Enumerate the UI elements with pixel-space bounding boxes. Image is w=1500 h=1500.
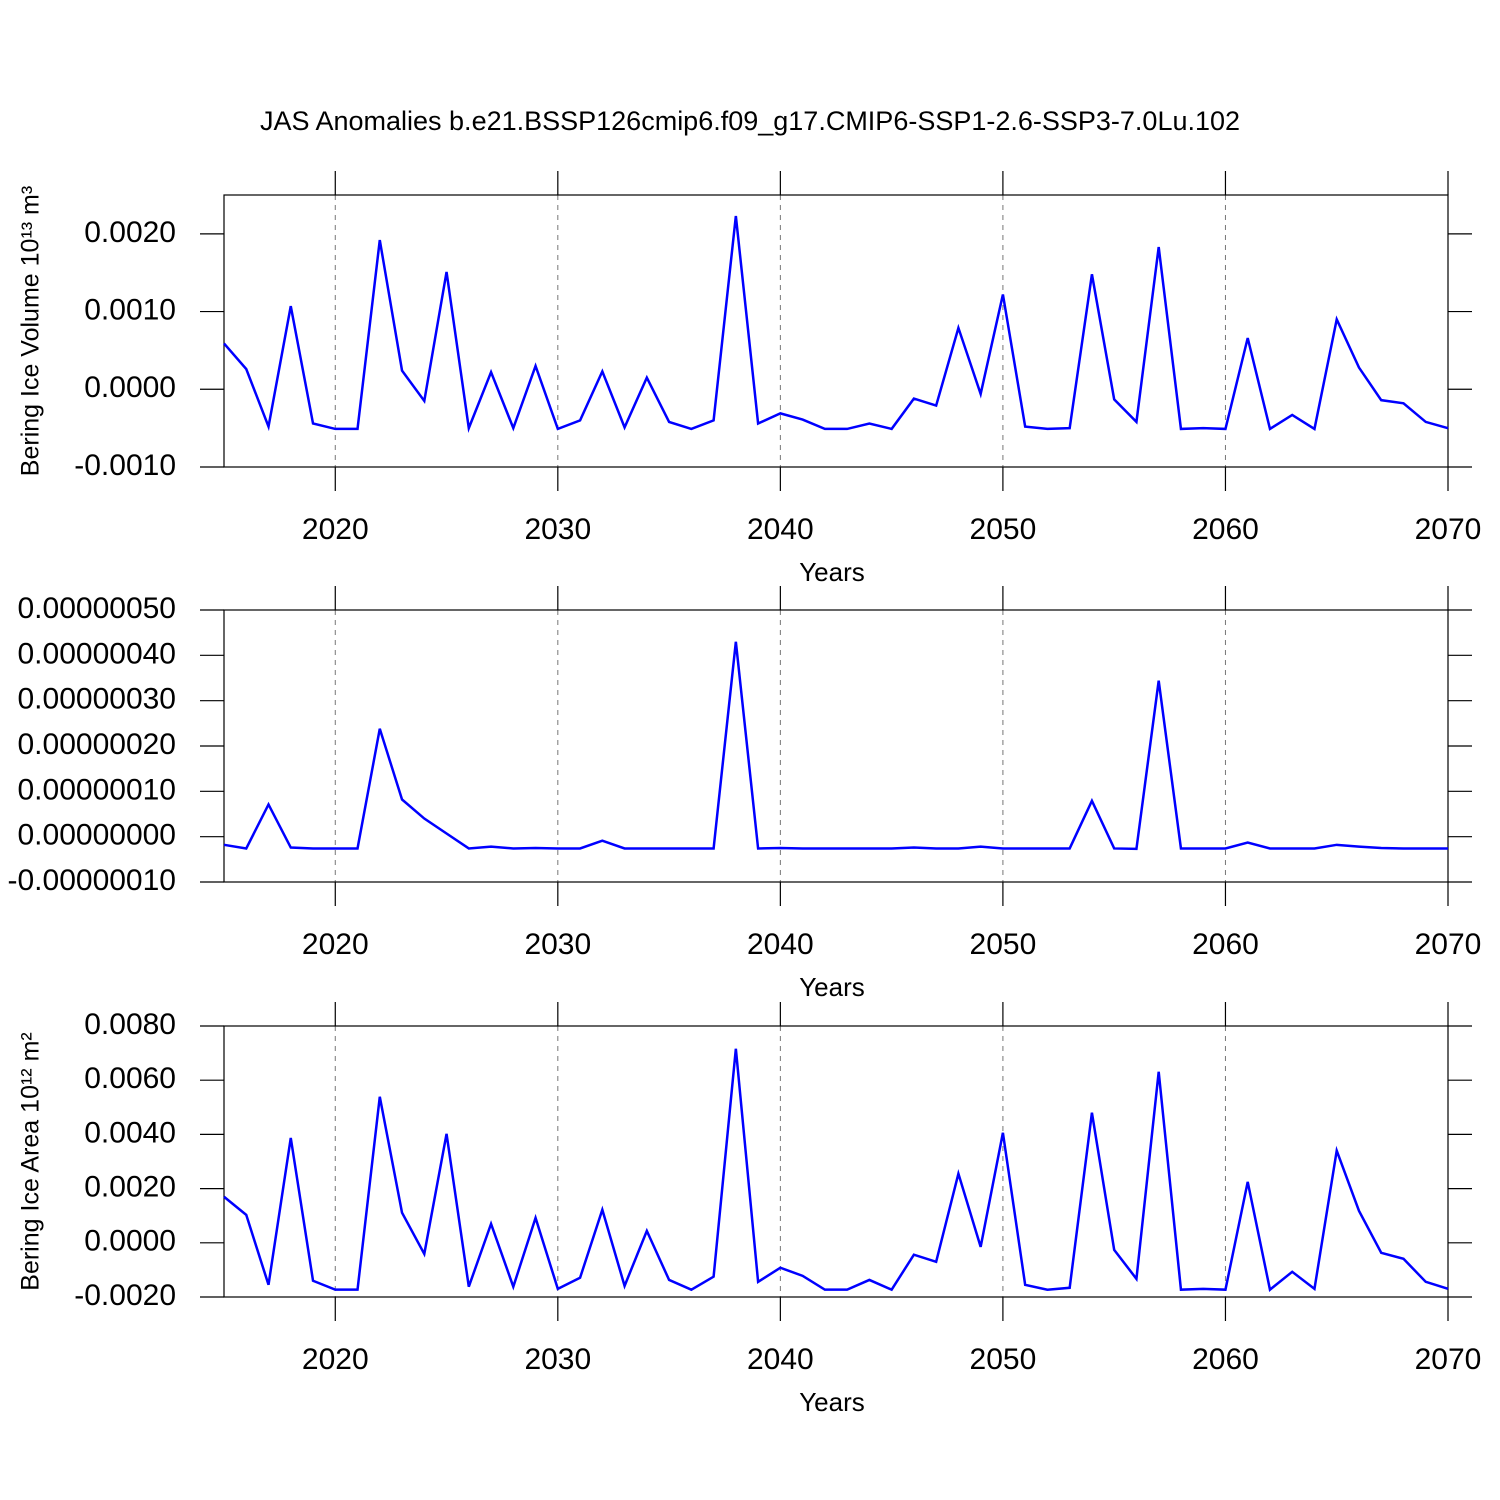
x-tick-label: 2040 <box>747 1343 814 1376</box>
x-tick-label: 2050 <box>970 1343 1037 1376</box>
x-tick-label: 2060 <box>1192 1343 1259 1376</box>
y-tick-label: -0.00000010 <box>8 864 177 897</box>
y-tick-label: 0.00000020 <box>18 728 177 761</box>
y-tick-label: 0.0020 <box>84 216 176 249</box>
plot-frame <box>223 194 1449 468</box>
y-axis-label: Bering Ice Volume 10¹³ m³ <box>17 186 45 476</box>
x-tick-label: 2060 <box>1192 513 1259 546</box>
plot-frame <box>223 1025 1449 1298</box>
x-tick-label: 2020 <box>302 1343 369 1376</box>
x-axis-label: Years <box>799 557 865 587</box>
x-tick-label: 2040 <box>747 513 814 546</box>
y-tick-label: 0.0040 <box>84 1116 176 1149</box>
y-tick-label: 0.0010 <box>84 293 176 326</box>
y-tick-label: 0.00000000 <box>18 819 177 852</box>
x-tick-label: 2030 <box>524 1343 591 1376</box>
x-tick-label: 2060 <box>1192 928 1259 961</box>
y-tick-label: 0.00000010 <box>18 773 177 806</box>
data-line <box>223 1048 1449 1292</box>
x-tick-label: 2070 <box>1415 513 1482 546</box>
x-tick-label: 2030 <box>524 928 591 961</box>
x-axis-label: Years <box>799 1387 865 1417</box>
y-tick-label: 0.0080 <box>84 1008 176 1041</box>
chart-title: JAS Anomalies b.e21.BSSP126cmip6.f09_g17… <box>260 106 1240 136</box>
y-tick-label: -0.0020 <box>74 1279 176 1312</box>
y-tick-label: 0.0020 <box>84 1171 176 1204</box>
x-axis-label: Years <box>799 972 865 1002</box>
x-tick-label: 2020 <box>302 928 369 961</box>
y-tick-label: -0.0010 <box>74 449 176 482</box>
y-tick-label: 0.00000030 <box>18 683 177 716</box>
plot-frame <box>223 609 1449 883</box>
x-tick-label: 2040 <box>747 928 814 961</box>
x-tick-label: 2020 <box>302 513 369 546</box>
x-tick-label: 2070 <box>1415 928 1482 961</box>
x-tick-label: 2050 <box>970 928 1037 961</box>
y-tick-label: 0.00000050 <box>18 592 177 625</box>
data-line <box>223 215 1449 433</box>
data-line <box>223 641 1448 851</box>
x-tick-label: 2070 <box>1415 1343 1482 1376</box>
y-tick-label: 0.0000 <box>84 1225 176 1258</box>
y-tick-label: 0.0000 <box>84 371 176 404</box>
x-tick-label: 2030 <box>524 513 591 546</box>
y-tick-label: 0.0060 <box>84 1062 176 1095</box>
y-axis-label: Bering Ice Area 10¹² m² <box>17 1032 45 1290</box>
y-tick-label: 0.00000040 <box>18 637 177 670</box>
x-tick-label: 2050 <box>970 513 1037 546</box>
